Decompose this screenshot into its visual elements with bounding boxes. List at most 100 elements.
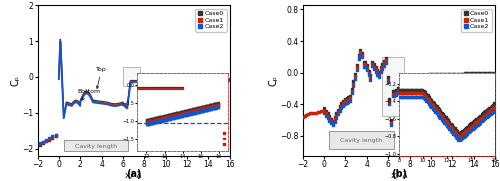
Point — [363, 64, 371, 67]
Point — [362, 65, 370, 68]
Point — [351, 73, 359, 75]
Point — [428, 75, 436, 78]
Text: Cavity length: Cavity length — [340, 138, 382, 143]
Point — [478, 76, 486, 79]
Point — [411, 76, 419, 79]
Point — [468, 72, 475, 75]
Point — [448, 75, 456, 78]
Point — [342, 99, 350, 102]
Point — [329, 124, 337, 127]
Point — [338, 104, 345, 107]
Point — [438, 77, 446, 80]
Point — [384, 76, 392, 79]
Point — [344, 96, 352, 99]
Bar — [382, 57, 404, 116]
Point — [406, 78, 414, 81]
Point — [432, 78, 440, 81]
Point — [398, 83, 406, 86]
Point — [327, 117, 335, 120]
Point — [327, 122, 335, 125]
Point — [368, 62, 376, 65]
Point — [425, 78, 433, 81]
Point — [434, 77, 442, 80]
Point — [458, 77, 466, 80]
Point — [39, 142, 47, 145]
Point — [350, 82, 358, 85]
Point — [474, 74, 482, 77]
Point — [329, 121, 337, 124]
Point — [444, 75, 452, 78]
Point — [353, 66, 361, 69]
Point — [392, 94, 400, 96]
Point — [399, 81, 407, 84]
Point — [332, 114, 340, 117]
Point — [392, 89, 400, 92]
Point — [48, 135, 56, 138]
Point — [482, 71, 490, 74]
Point — [472, 72, 480, 75]
Point — [432, 75, 440, 78]
Point — [353, 68, 361, 71]
Point — [372, 68, 380, 71]
Point — [483, 76, 491, 79]
Point — [450, 75, 458, 78]
Point — [382, 61, 390, 64]
Point — [446, 77, 454, 80]
Point — [42, 138, 50, 141]
Point — [459, 77, 467, 80]
Point — [422, 78, 430, 81]
Point — [392, 91, 400, 94]
Point — [414, 78, 422, 81]
Point — [430, 73, 438, 76]
Point — [346, 94, 354, 97]
Point — [401, 79, 409, 82]
Point — [462, 72, 470, 75]
Point — [410, 78, 418, 81]
Point — [438, 75, 446, 78]
Bar — [330, 131, 394, 149]
Point — [386, 100, 394, 103]
Point — [483, 71, 491, 74]
Point — [372, 70, 380, 73]
Point — [375, 71, 383, 74]
Point — [36, 144, 44, 146]
Point — [414, 73, 422, 76]
Point — [447, 77, 455, 80]
Point — [382, 56, 390, 59]
Point — [390, 90, 398, 93]
Point — [358, 51, 366, 54]
Point — [471, 74, 479, 77]
Point — [413, 78, 421, 81]
Point — [372, 66, 380, 68]
Point — [350, 85, 358, 88]
Point — [334, 108, 342, 111]
Point — [304, 112, 312, 115]
Point — [300, 115, 308, 118]
Point — [488, 74, 496, 77]
Point — [435, 77, 443, 80]
Point — [480, 71, 488, 74]
Point — [404, 75, 412, 78]
Point — [389, 90, 397, 93]
Point — [418, 76, 426, 79]
Point — [483, 74, 491, 77]
Point — [436, 77, 444, 80]
Point — [45, 137, 53, 140]
Point — [330, 118, 338, 121]
Point — [52, 134, 60, 137]
Point — [334, 113, 342, 116]
Point — [454, 77, 462, 80]
Point — [462, 74, 470, 77]
Point — [394, 92, 402, 94]
Point — [444, 77, 452, 80]
Point — [326, 117, 334, 120]
Point — [459, 72, 467, 75]
Text: Bottom: Bottom — [77, 89, 100, 100]
Point — [402, 77, 410, 80]
Point — [390, 94, 398, 97]
Point — [375, 73, 383, 76]
Point — [472, 76, 480, 79]
Point — [332, 117, 340, 119]
Point — [387, 119, 395, 122]
Point — [416, 73, 424, 76]
